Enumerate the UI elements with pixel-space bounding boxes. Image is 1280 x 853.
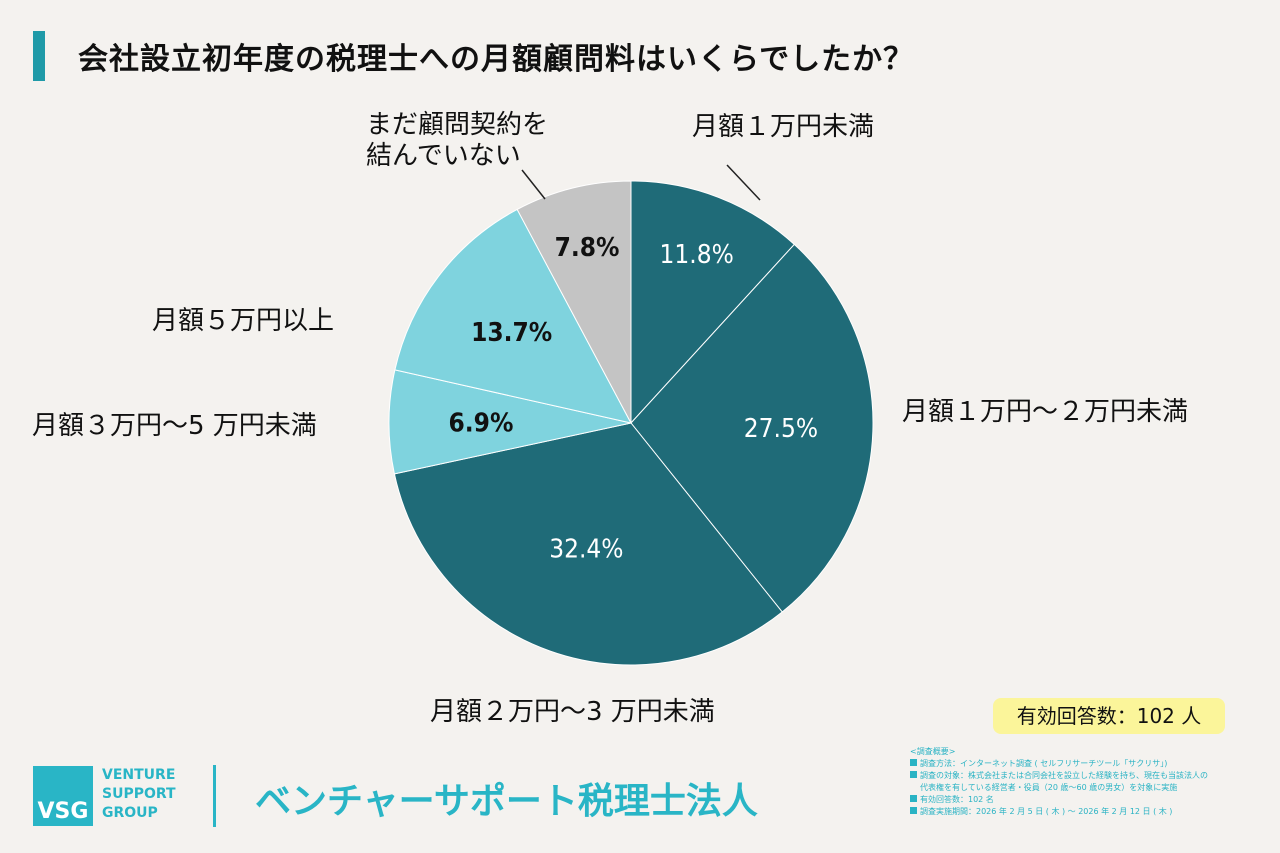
pie-slice-0	[630, 180, 796, 425]
data-label-3: 6.9%	[449, 408, 514, 438]
responses-badge: 有効回答数：102 人	[993, 698, 1225, 734]
slice-label-5-line1: まだ顧問契約を	[366, 110, 549, 140]
data-label-1: 27.5%	[744, 414, 818, 444]
slice-label-1: 月額１万円〜２万円未満	[902, 397, 1189, 427]
logo-words: VENTURE SUPPORT GROUP	[102, 766, 176, 823]
slice-label-5-line2: 結んでいない	[366, 141, 521, 171]
leader-line-5	[521, 169, 546, 200]
pie-slice-5	[516, 180, 632, 424]
logo-word: GROUP	[102, 805, 158, 821]
slice-label-5: まだ顧問契約を 結んでいない	[366, 110, 548, 172]
pie-slice-4	[394, 208, 632, 424]
slice-label-0: 月額１万円未満	[692, 112, 875, 142]
leader-line-0	[726, 164, 761, 201]
survey-item: 調査方法：インターネット調査 ( セルフリサーチツール「サクリサ」)	[920, 759, 1168, 768]
slice-label-3: 月額３万円〜5 万円未満	[32, 411, 317, 441]
pie-slice-1	[630, 243, 874, 613]
data-label-5: 7.8%	[555, 233, 620, 263]
slice-label-2: 月額２万円〜3 万円未満	[430, 697, 715, 727]
survey-heading: <調査概要>	[910, 747, 956, 756]
logo-word: VENTURE	[102, 767, 176, 783]
survey-item: 調査の対象：株式会社または合同会社を設立した経験を持ち、現在も当該法人の	[920, 771, 1208, 780]
company-name: ベンチャーサポート税理士法人	[255, 781, 758, 822]
chart-title: 会社設立初年度の税理士への月額顧問料はいくらでしたか？	[78, 42, 915, 77]
data-label-0: 11.8%	[660, 240, 734, 270]
data-label-4: 13.7%	[471, 318, 552, 348]
survey-item-cont: 代表権を有している経営者・役員（20 歳〜60 歳の男女）を対象に実施	[920, 783, 1178, 792]
vsg-logo: VSG	[33, 766, 93, 826]
data-label-2: 32.4%	[549, 534, 623, 564]
slice-label-4: 月額５万円以上	[152, 306, 335, 336]
survey-summary: <調査概要> 調査方法：インターネット調査 ( セルフリサーチツール「サクリサ」…	[910, 746, 1240, 818]
logo-word: SUPPORT	[102, 786, 176, 802]
pie-slice-3	[388, 369, 632, 475]
title-accent-bar	[33, 31, 45, 81]
survey-item: 有効回答数：102 名	[920, 795, 994, 804]
logo-divider	[213, 765, 216, 827]
survey-item: 調査実施期間：2026 年 2 月 5 日 ( 木 ) 〜 2026 年 2 月…	[920, 807, 1173, 816]
pie-slice-2	[393, 422, 783, 666]
